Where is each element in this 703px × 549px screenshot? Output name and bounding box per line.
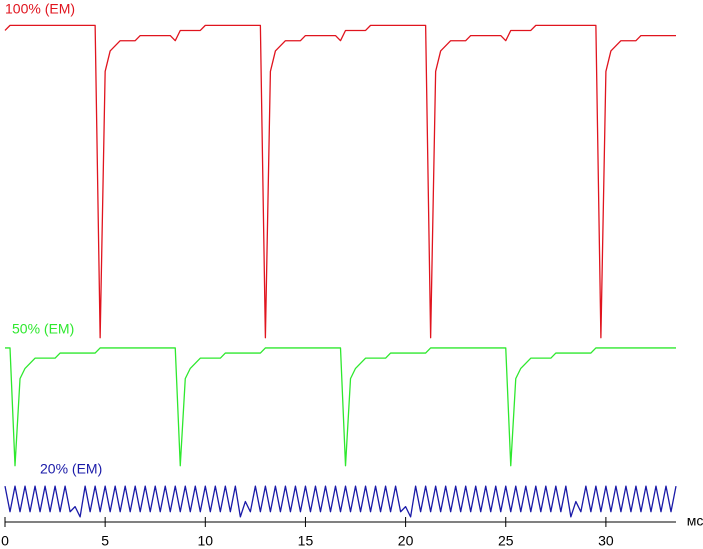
x-tick-label: 5 bbox=[101, 533, 109, 549]
x-tick-label: 0 bbox=[1, 533, 9, 549]
x-axis-label: мс bbox=[687, 513, 703, 529]
trace bbox=[4, 24, 676, 339]
legend-label: 50% (ЕМ) bbox=[12, 321, 74, 337]
x-tick-label: 10 bbox=[198, 533, 214, 549]
trace bbox=[5, 347, 676, 467]
trace bbox=[4, 485, 677, 518]
x-tick-label: 25 bbox=[498, 533, 514, 549]
legend-label: 100% (ЕМ) bbox=[5, 1, 75, 17]
legend-label: 20% (ЕМ) bbox=[40, 461, 102, 477]
x-tick-label: 15 bbox=[298, 533, 314, 549]
x-tick-label: 30 bbox=[598, 533, 614, 549]
x-tick-label: 20 bbox=[398, 533, 414, 549]
